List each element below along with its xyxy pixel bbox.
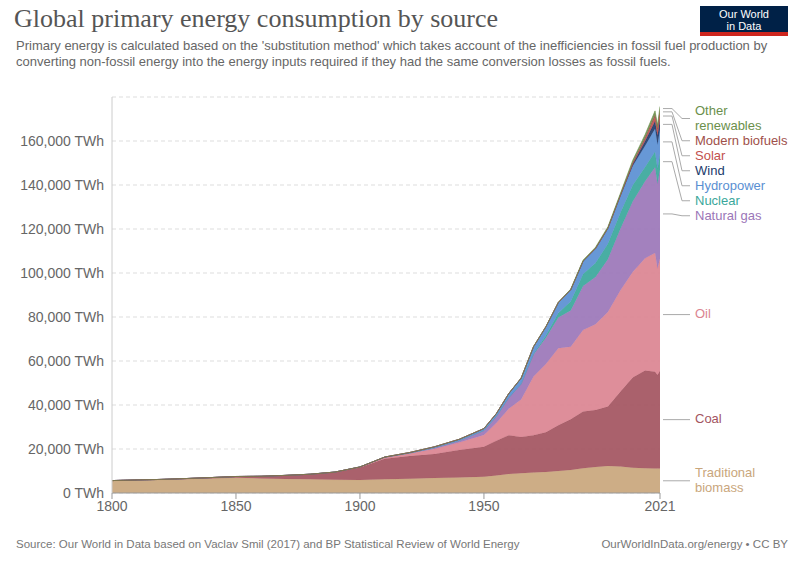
svg-text:140,000 TWh: 140,000 TWh	[20, 177, 104, 193]
svg-text:Modern biofuels: Modern biofuels	[695, 133, 788, 148]
svg-text:1900: 1900	[344, 498, 375, 514]
svg-text:1950: 1950	[468, 498, 499, 514]
svg-text:Traditionalbiomass: Traditionalbiomass	[695, 465, 755, 495]
svg-text:1800: 1800	[96, 497, 128, 514]
svg-text:20,000 TWh: 20,000 TWh	[28, 441, 104, 457]
svg-text:Wind: Wind	[695, 163, 725, 178]
svg-text:Solar: Solar	[695, 148, 726, 163]
html-text:Global primary energy consumpt: Global primary energy consumption by sou…	[14, 4, 498, 33]
svg-text:60,000 TWh: 60,000 TWh	[28, 353, 104, 369]
svg-text:Natural gas: Natural gas	[695, 208, 762, 223]
svg-text:40,000 TWh: 40,000 TWh	[28, 397, 104, 413]
svg-text:Nuclear: Nuclear	[695, 193, 740, 208]
svg-text:Hydropower: Hydropower	[695, 178, 766, 193]
svg-text:100,000 TWh: 100,000 TWh	[20, 265, 104, 281]
svg-text:2021: 2021	[644, 498, 675, 514]
svg-text:Coal: Coal	[695, 411, 722, 426]
svg-text:1850: 1850	[220, 498, 251, 514]
svg-text:0 TWh: 0 TWh	[63, 485, 104, 501]
svg-text:160,000 TWh: 160,000 TWh	[20, 133, 104, 149]
html-text:OurWorldInData.org/energy • CC: OurWorldInData.org/energy • CC BY	[601, 538, 788, 550]
svg-text:120,000 TWh: 120,000 TWh	[20, 221, 104, 237]
html-text:Source: Our World in Data base: Source: Our World in Data based on Vacla…	[16, 538, 520, 550]
svg-text:80,000 TWh: 80,000 TWh	[28, 309, 104, 325]
html-text:Primary energy is calculated b: Primary energy is calculated based on th…	[16, 38, 768, 69]
html-text:Our World in Data: Our World in Data	[719, 8, 769, 32]
svg-text:Oil: Oil	[695, 306, 711, 321]
svg-text:Otherrenewables: Otherrenewables	[695, 103, 762, 133]
